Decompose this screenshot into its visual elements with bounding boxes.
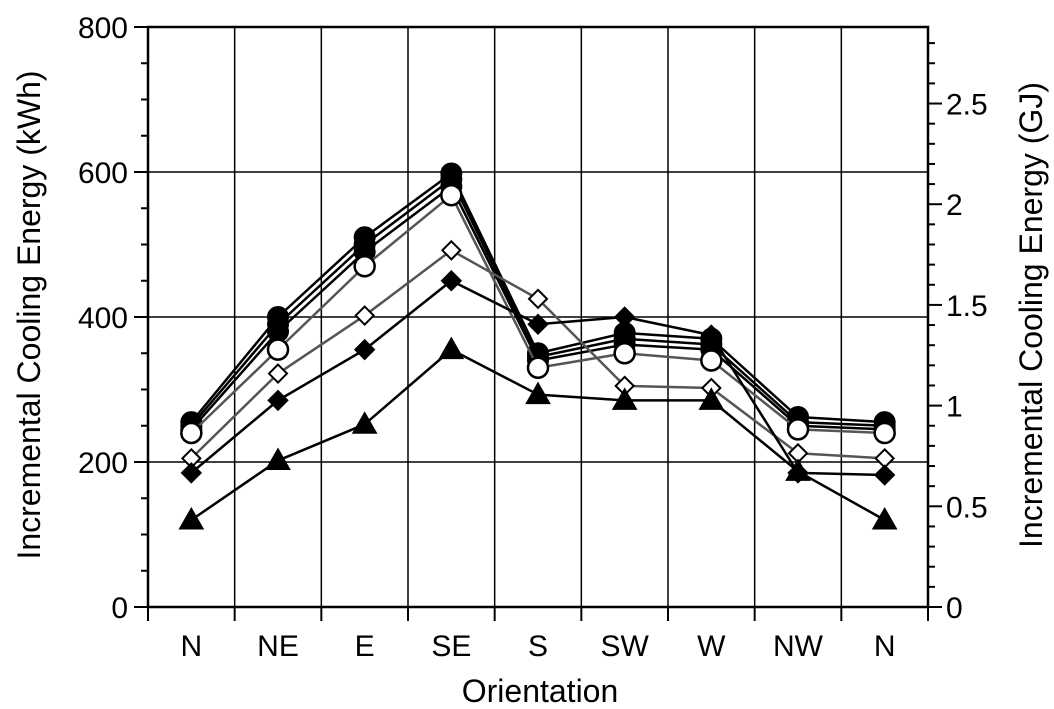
x-tick-label: E [355,630,375,663]
data-point-filled-triangle [871,506,898,530]
y-tick-label: 200 [78,447,128,480]
y2-tick-label: 0.5 [946,491,988,524]
data-point-open-circle [266,338,290,361]
data-point-filled-diamond [700,324,723,346]
data-point-open-diamond [527,288,549,310]
data-point-filled-triangle [698,387,725,410]
data-point-filled-diamond [180,462,203,484]
data-point-open-circle [180,421,203,445]
axes [134,25,942,621]
y2-tick-label: 1 [946,391,963,424]
data-point-open-circle [786,418,810,441]
y2-tick-label: 1.5 [946,290,988,323]
x-tick-label: S [528,630,548,663]
y-tick-label: 600 [78,157,128,190]
labels: 0 200 400 600 800 0 0.5 1 1.5 2 2.5 N NE E SE S SW W NW N [78,12,988,663]
series-group [178,162,898,530]
y2-axis-title: Incremental Cooling Energy (GJ) [1013,82,1049,548]
data-point-filled-diamond [873,464,896,486]
x-axis-title: Orientation [462,673,619,709]
x-tick-label: W [697,630,726,663]
data-point-filled-diamond [613,306,636,328]
data-point-filled-triangle [351,411,378,434]
data-point-open-circle [613,342,636,365]
y-tick-label: 400 [78,302,128,335]
data-point-filled-triangle [785,458,811,481]
data-point-open-circle [873,421,896,445]
data-point-open-diamond [440,239,462,261]
data-point-filled-diamond [440,270,463,292]
y2-tick-label: 2 [946,189,963,222]
y2-tick-label: 2.5 [946,89,988,122]
y-axis-title: Incremental Cooling Energy (kWh) [11,70,47,559]
data-point-open-circle [440,183,463,207]
data-point-filled-diamond [527,313,549,335]
x-tick-label: SW [601,630,650,663]
series-4 [180,183,896,445]
data-point-open-diamond [267,363,289,384]
x-tick-label: NE [257,630,299,663]
y-tick-label: 800 [78,12,128,45]
series-7 [178,336,898,530]
data-point-open-circle [353,255,376,278]
data-point-filled-triangle [265,447,291,471]
x-tick-label: N [874,630,896,663]
y-tick-label: 0 [111,592,128,625]
data-point-open-diamond [354,305,376,326]
data-point-filled-triangle [178,506,205,530]
data-point-open-circle [526,356,550,379]
data-point-filled-triangle [525,381,551,405]
x-tick-label: SE [431,630,471,663]
data-point-open-circle [700,349,723,372]
x-tick-label: N [180,630,202,663]
data-point-filled-diamond [267,389,289,412]
y2-tick-label: 0 [946,592,963,625]
data-point-filled-triangle [611,387,638,410]
data-point-filled-diamond [353,338,376,361]
data-point-filled-triangle [438,336,465,360]
x-tick-label: NW [773,630,824,663]
